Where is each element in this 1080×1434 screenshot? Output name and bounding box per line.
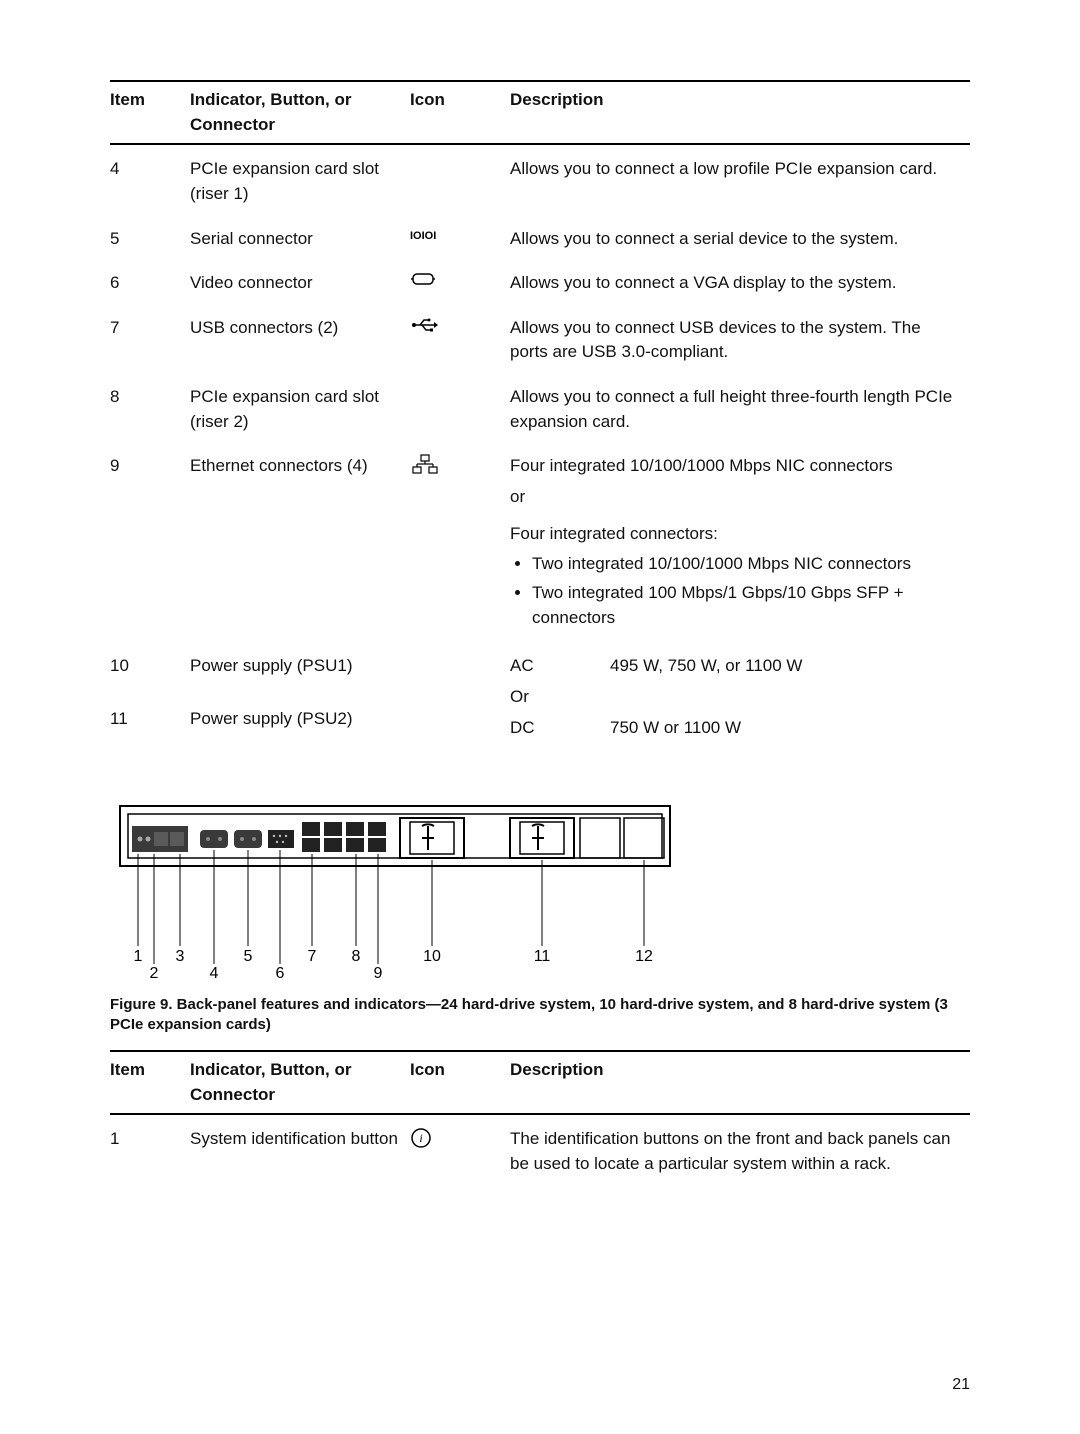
figure-label: 8 (352, 948, 361, 965)
usb-icon (410, 316, 440, 334)
cell-description: Allows you to connect USB devices to the… (510, 306, 970, 375)
psu-ac-value: 495 W, 750 W, or 1100 W (610, 654, 962, 679)
th-item: Item (110, 81, 190, 144)
figure-label: 9 (374, 965, 383, 981)
figure-label: 10 (423, 948, 441, 965)
cell-item: 10 (110, 644, 190, 697)
cell-icon (410, 306, 510, 375)
figure-label: 1 (134, 948, 143, 965)
figure-label: 6 (276, 965, 285, 981)
cell-description: Allows you to connect a serial device to… (510, 217, 970, 262)
page-number: 21 (952, 1376, 970, 1394)
th-icon: Icon (410, 81, 510, 144)
th-indicator: Indicator, Button, or Connector (190, 1051, 410, 1114)
cell-icon (410, 444, 510, 644)
cell-icon (410, 375, 510, 444)
table-row: 4 PCIe expansion card slot (riser 1) All… (110, 144, 970, 216)
serial-icon: IOIOI (410, 227, 450, 243)
table-backpanel-9: Item Indicator, Button, or Connector Ico… (110, 1050, 970, 1187)
table-row: 5 Serial connector IOIOI Allows you to c… (110, 217, 970, 262)
cell-description: Four integrated 10/100/1000 Mbps NIC con… (510, 444, 970, 644)
table-backpanel-continued: Item Indicator, Button, or Connector Ico… (110, 80, 970, 750)
cell-item: 4 (110, 144, 190, 216)
table-row: 6 Video connector Allows you to connect … (110, 261, 970, 306)
cell-item: 1 (110, 1114, 190, 1186)
cell-description: Allows you to connect a VGA display to t… (510, 261, 970, 306)
table-row: 1 System identification button i The ide… (110, 1114, 970, 1186)
cell-indicator: Video connector (190, 261, 410, 306)
cell-icon (410, 144, 510, 216)
cell-icon: i (410, 1114, 510, 1186)
th-description: Description (510, 1051, 970, 1114)
table-row: 10 Power supply (PSU1) AC 495 W, 750 W, … (110, 644, 970, 697)
cell-description: AC 495 W, 750 W, or 1100 W Or DC 750 W o… (510, 644, 970, 750)
table-row: 9 Ethernet connectors (4) Four integrate… (110, 444, 970, 644)
cell-description: Allows you to connect a low profile PCIe… (510, 144, 970, 216)
psu-ac-label: AC (510, 654, 570, 679)
figure-label: 3 (176, 948, 185, 965)
figure-label: 4 (210, 965, 219, 981)
cell-item: 9 (110, 444, 190, 644)
cell-item: 7 (110, 306, 190, 375)
figure-label: 2 (150, 965, 159, 981)
cell-indicator: Ethernet connectors (4) (190, 444, 410, 644)
cell-indicator: System identification button (190, 1114, 410, 1186)
th-indicator: Indicator, Button, or Connector (190, 81, 410, 144)
cell-indicator: Power supply (PSU1) (190, 644, 410, 697)
cell-icon (410, 261, 510, 306)
cell-icon: IOIOI (410, 217, 510, 262)
psu-or-label: Or (510, 685, 570, 710)
desc-sub: Four integrated connectors: (510, 522, 962, 547)
figure-caption: Figure 9. Back-panel features and indica… (110, 995, 970, 1034)
th-description: Description (510, 81, 970, 144)
cell-item: 8 (110, 375, 190, 444)
figure-label: 5 (244, 948, 253, 965)
figure-label: 12 (635, 948, 653, 965)
desc-bullets: Two integrated 10/100/1000 Mbps NIC conn… (510, 552, 962, 630)
cell-item: 5 (110, 217, 190, 262)
svg-text:i: i (419, 1131, 422, 1145)
th-icon: Icon (410, 1051, 510, 1114)
video-icon (410, 271, 440, 287)
cell-indicator: PCIe expansion card slot (riser 1) (190, 144, 410, 216)
ethernet-icon (410, 454, 440, 476)
figure-label: 11 (534, 948, 551, 965)
table-row: 8 PCIe expansion card slot (riser 2) All… (110, 375, 970, 444)
cell-indicator: Power supply (PSU2) (190, 697, 410, 750)
psu-dc-value: 750 W or 1100 W (610, 716, 962, 741)
table-row: 7 USB connectors (2) Allows you to conne… (110, 306, 970, 375)
cell-indicator: PCIe expansion card slot (riser 2) (190, 375, 410, 444)
cell-description: The identification buttons on the front … (510, 1114, 970, 1186)
th-item: Item (110, 1051, 190, 1114)
figure-9: 1 2 3 4 5 6 7 8 9 10 11 12 (110, 796, 970, 981)
cell-indicator: USB connectors (2) (190, 306, 410, 375)
desc-main: Four integrated 10/100/1000 Mbps NIC con… (510, 454, 962, 479)
list-item: Two integrated 10/100/1000 Mbps NIC conn… (532, 552, 962, 577)
psu-dc-label: DC (510, 716, 570, 741)
cell-item: 6 (110, 261, 190, 306)
list-item: Two integrated 100 Mbps/1 Gbps/10 Gbps S… (532, 581, 962, 630)
figure-label: 7 (308, 948, 317, 965)
ident-icon: i (410, 1127, 432, 1149)
cell-indicator: Serial connector (190, 217, 410, 262)
desc-or: or (510, 485, 962, 510)
cell-item: 11 (110, 697, 190, 750)
svg-text:IOIOI: IOIOI (410, 230, 436, 242)
cell-description: Allows you to connect a full height thre… (510, 375, 970, 444)
